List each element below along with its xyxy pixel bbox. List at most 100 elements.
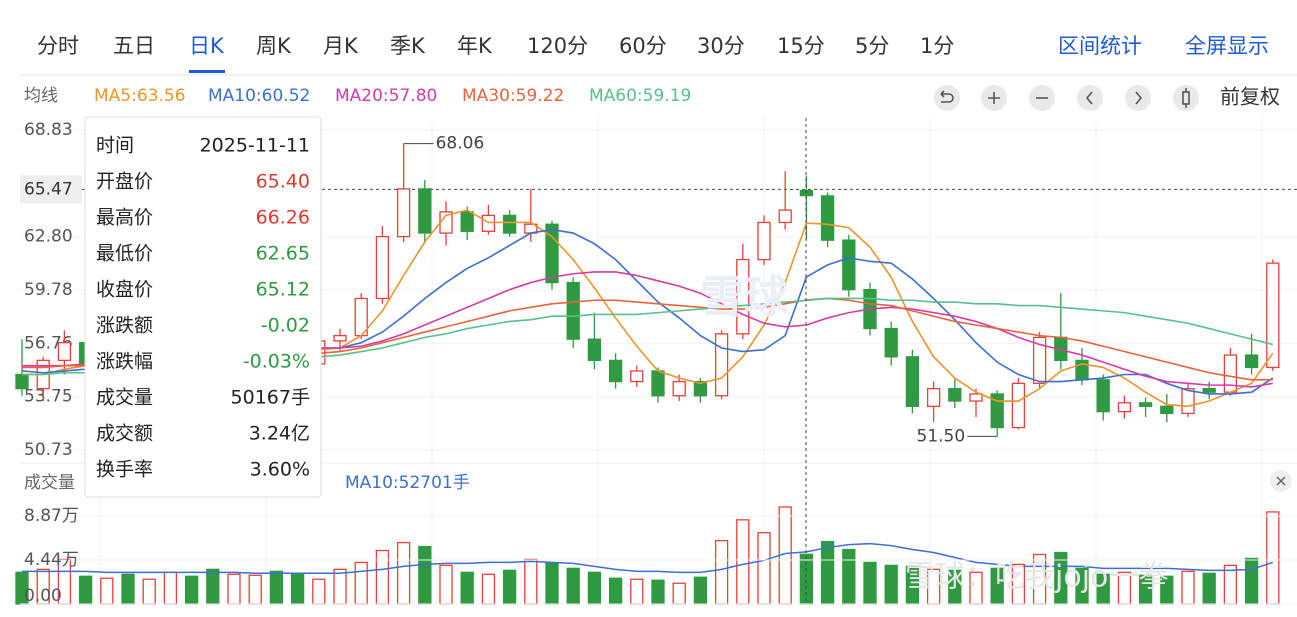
legend-entry: MA20:57.80 — [335, 86, 437, 106]
tab[interactable]: 15分 — [777, 34, 825, 58]
y-tick-label: 53.75 — [24, 387, 73, 407]
volume-bar — [333, 568, 347, 605]
tab-bar: 分时 五日 日K 周K 月K 季K 年K 120分 60分 30分 15分 5分 1分 — [37, 34, 954, 73]
tooltip-label: 涨跌幅 — [96, 351, 153, 373]
volume-bar — [354, 561, 368, 605]
volume-bar — [248, 574, 262, 605]
volume-bar — [1244, 557, 1259, 605]
crosshair-label: 65.47 — [24, 179, 73, 199]
volume-bar — [312, 578, 326, 605]
volume-bar — [460, 571, 474, 605]
close-icon — [1276, 476, 1286, 486]
prev-button[interactable] — [1077, 85, 1103, 111]
candle-style-button[interactable] — [1173, 85, 1199, 111]
tab[interactable]: 5分 — [855, 34, 889, 58]
volume-bar — [630, 578, 644, 605]
volume-bar — [672, 582, 686, 605]
volume-bar — [693, 576, 708, 605]
tab[interactable]: 1分 — [920, 34, 954, 58]
tab[interactable]: 30分 — [697, 34, 745, 58]
next-button[interactable] — [1125, 85, 1151, 111]
candle-body — [481, 214, 496, 232]
tooltip-label: 涨跌额 — [96, 315, 153, 337]
volume-bar — [418, 545, 432, 605]
candle-body — [693, 380, 708, 397]
volume-bar — [1266, 511, 1280, 605]
watermark: 雪球：吃我jojo一拳 — [905, 560, 1168, 595]
candle-body — [1223, 354, 1238, 393]
logo-watermark: 雪球 — [700, 272, 789, 323]
fullscreen-button[interactable]: 全屏显示 — [1185, 34, 1269, 58]
volume-bar — [184, 575, 199, 605]
tab[interactable]: 60分 — [619, 34, 667, 58]
tooltip-box — [84, 116, 322, 498]
candle-body — [926, 388, 941, 407]
volume-bar — [481, 573, 496, 605]
legend-entry: MA60:59.19 — [589, 86, 691, 106]
volume-bar — [1202, 572, 1216, 605]
tab[interactable]: 季K — [390, 34, 426, 58]
candle-body — [714, 333, 729, 397]
tab[interactable]: 周K — [256, 34, 292, 58]
max-label: 68.06 — [436, 134, 485, 154]
volume-bar — [121, 573, 135, 605]
legend-entry: MA5:63.56 — [94, 86, 186, 106]
tab[interactable]: 日K — [189, 34, 225, 58]
candle-body — [460, 211, 474, 232]
volume-bar — [736, 519, 750, 605]
volume-bar — [1181, 570, 1195, 605]
tab[interactable]: 分时 — [37, 34, 79, 58]
tooltip-value: 62.65 — [256, 243, 310, 265]
range-stats-button[interactable]: 区间统计 — [1058, 34, 1142, 58]
tab[interactable]: 五日 — [113, 34, 155, 58]
volume-bar — [820, 540, 835, 605]
volume-legend: MA10:52701手 — [345, 473, 470, 493]
toolbar — [934, 85, 1199, 111]
tooltip-label: 成交额 — [96, 423, 153, 445]
candle-body — [1244, 354, 1259, 369]
volume-title: 成交量 — [24, 473, 75, 493]
volume-bar — [842, 548, 856, 605]
volume-bar — [227, 573, 241, 605]
tooltip-label: 换手率 — [96, 459, 153, 481]
candle-body — [1160, 405, 1174, 415]
tooltip-label: 最高价 — [96, 207, 153, 229]
volume-bar — [545, 562, 559, 605]
tooltip-value: 65.40 — [256, 171, 310, 193]
legend-entry: MA10:60.52 — [208, 86, 310, 106]
candle-body — [587, 338, 602, 362]
active-tab-underline — [189, 70, 225, 73]
volume-bar — [439, 564, 453, 605]
volume-bar — [799, 553, 814, 605]
candle-body — [1138, 402, 1153, 407]
ma-title: 均线 — [24, 86, 58, 106]
tab[interactable]: 120分 — [527, 34, 588, 58]
volume-bar — [863, 561, 877, 605]
volume-bar — [269, 570, 284, 605]
candle-body — [757, 221, 771, 261]
tooltip-value: 66.26 — [256, 207, 310, 229]
y-tick-label: 50.73 — [24, 440, 73, 460]
tooltip-label: 成交量 — [96, 387, 153, 409]
tab[interactable]: 年K — [457, 34, 493, 58]
tooltip-value: 3.24亿 — [249, 423, 310, 445]
volume-bar — [396, 541, 411, 605]
tab[interactable]: 月K — [323, 34, 359, 58]
candle-body — [1202, 388, 1216, 393]
volume-bar — [566, 567, 580, 605]
volume-bar — [163, 571, 178, 605]
candle-body — [333, 334, 347, 342]
tooltip-value: 3.60% — [250, 459, 310, 481]
candle-body — [990, 393, 1004, 429]
tooltip-label: 收盘价 — [96, 279, 153, 301]
candle-body — [396, 188, 411, 238]
undo-button[interactable] — [934, 85, 960, 111]
tooltip-value: 50167手 — [231, 387, 310, 409]
adjust-button[interactable]: 前复权 — [1220, 85, 1280, 109]
candle-body — [884, 327, 898, 358]
tooltip-value: 2025-11-11 — [200, 135, 310, 157]
volume-bar — [142, 578, 156, 605]
candle-body — [778, 209, 792, 224]
